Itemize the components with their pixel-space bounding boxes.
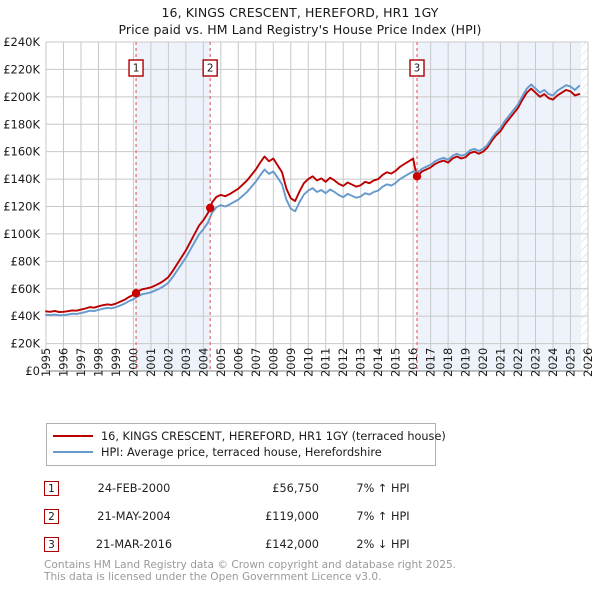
x-axis-tick-label: 2004	[196, 348, 210, 377]
x-axis-tick-label: 1998	[91, 348, 105, 377]
sale-hpi-delta: 7% ↑ HPI	[356, 509, 410, 523]
x-axis-tick-label: 2006	[231, 348, 245, 377]
x-axis-tick-label: 2002	[161, 348, 175, 377]
x-axis-tick-label: 2000	[126, 348, 140, 377]
x-axis-tick-label: 2023	[529, 348, 543, 377]
x-axis-tick-label: 2013	[354, 348, 368, 377]
x-axis-tick-label: 2015	[389, 348, 403, 377]
y-axis-tick-label: £240K	[3, 35, 40, 49]
chart-title-block: 16, KINGS CRESCENT, HEREFORD, HR1 1GY Pr…	[0, 4, 600, 38]
y-axis-tick-label: £200K	[3, 90, 40, 104]
sale-index-badge: 3	[44, 536, 59, 552]
x-axis-tick-label: 2022	[511, 348, 525, 377]
x-axis-tick-label: 2008	[266, 348, 280, 377]
x-axis-tick-label: 1996	[56, 348, 70, 377]
sale-marker-point-3	[412, 172, 422, 181]
x-axis-tick-label: 2012	[336, 348, 350, 377]
y-axis-tick-label: £100K	[3, 227, 40, 241]
sale-marker-point-1	[131, 289, 141, 298]
x-axis-tick-label: 2007	[249, 348, 263, 377]
table-row: 3 21-MAR-2016 £142,000 2% ↓ HPI	[44, 530, 464, 558]
legend-swatch-hpi	[53, 451, 93, 453]
x-axis-tick-label: 2011	[319, 348, 333, 377]
price-history-plot: £0 £20K £40K £60K £80K £100K £120K £140K £160K £1…	[3, 35, 595, 378]
y-axis-tick-label: £40K	[11, 309, 41, 323]
table-row: 1 24-FEB-2000 £56,750 7% ↑ HPI	[44, 474, 464, 502]
x-axis-tick-label: 1999	[109, 348, 123, 377]
x-axis-tick-label: 2014	[371, 348, 385, 377]
y-axis-tick-label: £0	[25, 364, 40, 378]
chart-legend: 16, KINGS CRESCENT, HEREFORD, HR1 1GY (t…	[46, 423, 446, 466]
sale-marker-badge-label-1: 1	[133, 63, 140, 75]
x-axis-tick-label: 2018	[441, 348, 455, 377]
sale-marker-badge-2	[202, 59, 218, 77]
sale-price: £56,750	[272, 481, 319, 495]
legend-label-hpi: HPI: Average price, terraced house, Here…	[101, 445, 382, 459]
x-axis-tick-label: 2025	[564, 348, 578, 377]
y-axis-tick-label: £60K	[11, 282, 41, 296]
x-axis-tick-label: 2021	[494, 348, 508, 377]
sale-date: 21-MAR-2016	[95, 537, 173, 551]
attribution-footer: Contains HM Land Registry data © Crown c…	[44, 559, 584, 583]
y-axis-tick-label: £160K	[3, 145, 40, 159]
x-axis-tick-label: 2024	[546, 348, 560, 377]
y-axis-tick-label: £180K	[3, 117, 40, 131]
attribution-line-1: Contains HM Land Registry data © Crown c…	[44, 559, 457, 571]
sale-date: 24-FEB-2000	[97, 481, 171, 495]
sale-marker-badge-label-3: 3	[414, 63, 421, 75]
x-axis-tick-label: 2001	[144, 348, 158, 377]
table-row: 2 21-MAY-2004 £119,000 7% ↑ HPI	[44, 502, 464, 530]
x-axis-tick-label: 1997	[74, 348, 88, 377]
page-subtitle: Price paid vs. HM Land Registry's House …	[118, 22, 482, 37]
page-title: 16, KINGS CRESCENT, HEREFORD, HR1 1GY	[161, 5, 439, 20]
y-axis-tick-label: £80K	[11, 254, 41, 268]
sale-marker-point-2	[205, 203, 215, 213]
y-axis-tick-label: £140K	[3, 172, 40, 186]
sale-marker-badge-3	[409, 59, 425, 77]
sale-price: £119,000	[265, 509, 319, 523]
x-axis-tick-label: 2019	[459, 348, 473, 377]
x-axis-tick-label: 2016	[406, 348, 420, 377]
sale-date: 21-MAY-2004	[97, 509, 171, 523]
x-axis-tick-label: 2026	[581, 348, 595, 377]
sale-hpi-delta: 7% ↑ HPI	[356, 481, 410, 495]
y-axis-tick-label: £20K	[11, 337, 41, 351]
x-axis-tick-label: 2009	[284, 348, 298, 377]
sale-marker-badge-1	[128, 59, 144, 77]
x-axis-tick-label: 2020	[476, 348, 490, 377]
sale-index-badge: 2	[44, 508, 59, 524]
sale-index-badge: 1	[44, 480, 59, 496]
legend-swatch-property	[53, 435, 93, 437]
legend-item-hpi: HPI: Average price, terraced house, Here…	[53, 444, 429, 460]
series-line-hpi	[45, 83, 581, 317]
y-axis-tick-label: £120K	[3, 200, 40, 214]
sale-price: £142,000	[265, 537, 319, 551]
x-axis-tick-label: 2005	[214, 348, 228, 377]
legend-item-property: 16, KINGS CRESCENT, HEREFORD, HR1 1GY (t…	[53, 428, 446, 444]
x-axis-tick-label: 2017	[424, 348, 438, 377]
sale-marker-badge-label-2: 2	[207, 63, 214, 75]
y-axis-tick-label: £220K	[3, 62, 40, 76]
x-axis-tick-label: 1995	[39, 348, 53, 377]
legend-label-property: 16, KINGS CRESCENT, HEREFORD, HR1 1GY (t…	[101, 429, 446, 443]
x-axis-tick-label: 2003	[179, 348, 193, 377]
x-axis-tick-label: 2010	[301, 348, 315, 377]
sales-history-table: 1 24-FEB-2000 £56,750 7% ↑ HPI 2 21-MAY-…	[44, 474, 464, 558]
chart-area: £0 £20K £40K £60K £80K £100K £120K £140K £160K £1…	[3, 35, 595, 378]
attribution-line-2: This data is licensed under the Open Gov…	[44, 571, 382, 583]
sale-hpi-delta: 2% ↓ HPI	[356, 537, 410, 551]
